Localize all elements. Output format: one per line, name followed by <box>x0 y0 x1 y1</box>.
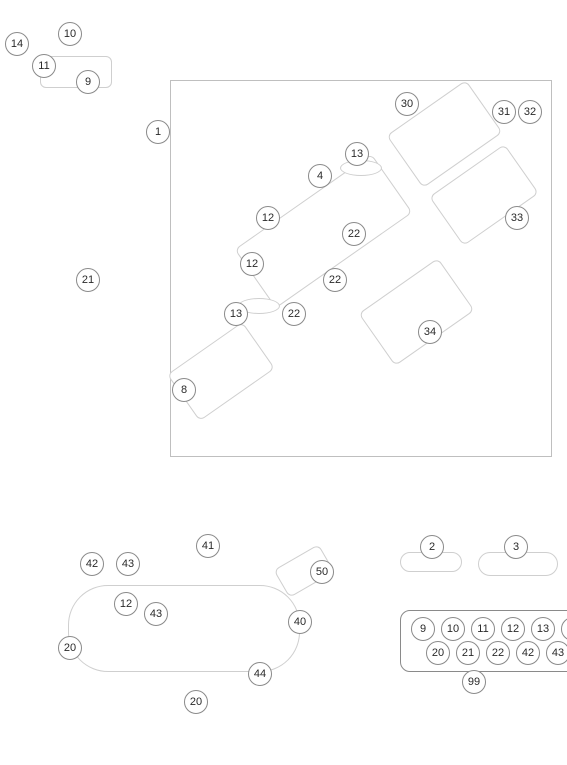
callout-11: 11 <box>32 54 56 78</box>
callout-22: 22 <box>282 302 306 326</box>
callout-33: 33 <box>505 206 529 230</box>
callout-12: 12 <box>114 592 138 616</box>
callout-8: 8 <box>172 378 196 402</box>
callout-22: 22 <box>323 268 347 292</box>
callout-42: 42 <box>80 552 104 576</box>
kit-item-11: 11 <box>471 617 495 641</box>
kit-item-42: 42 <box>516 641 540 665</box>
callout-3: 3 <box>504 535 528 559</box>
kit-item-10: 10 <box>441 617 465 641</box>
callout-13: 13 <box>224 302 248 326</box>
callout-10: 10 <box>58 22 82 46</box>
callout-40: 40 <box>288 610 312 634</box>
kit-item-13: 13 <box>531 617 555 641</box>
callout-44: 44 <box>248 662 272 686</box>
callout-50: 50 <box>310 560 334 584</box>
callout-1: 1 <box>146 120 170 144</box>
kit-item-21: 21 <box>456 641 480 665</box>
callout-43: 43 <box>144 602 168 626</box>
callout-31: 31 <box>492 100 516 124</box>
callout-12: 12 <box>240 252 264 276</box>
callout-2: 2 <box>420 535 444 559</box>
kit-item-20: 20 <box>426 641 450 665</box>
callout-99: 99 <box>462 670 486 694</box>
callout-41: 41 <box>196 534 220 558</box>
callout-14: 14 <box>5 32 29 56</box>
callout-4: 4 <box>308 164 332 188</box>
header-pipe <box>68 585 300 672</box>
callout-30: 30 <box>395 92 419 116</box>
callout-32: 32 <box>518 100 542 124</box>
kit-item-22: 22 <box>486 641 510 665</box>
callout-20: 20 <box>184 690 208 714</box>
kit-item-12: 12 <box>501 617 525 641</box>
callout-12: 12 <box>256 206 280 230</box>
diagram-canvas: 910111213142021224243 141011912130313213… <box>0 0 567 765</box>
callout-22: 22 <box>342 222 366 246</box>
callout-20: 20 <box>58 636 82 660</box>
kit-item-9: 9 <box>411 617 435 641</box>
callout-43: 43 <box>116 552 140 576</box>
hardware-kit: 91011121314 2021224243 <box>400 610 567 672</box>
callout-13: 13 <box>345 142 369 166</box>
callout-9: 9 <box>76 70 100 94</box>
callout-21: 21 <box>76 268 100 292</box>
kit-item-14: 14 <box>561 617 567 641</box>
callout-34: 34 <box>418 320 442 344</box>
kit-item-43: 43 <box>546 641 567 665</box>
